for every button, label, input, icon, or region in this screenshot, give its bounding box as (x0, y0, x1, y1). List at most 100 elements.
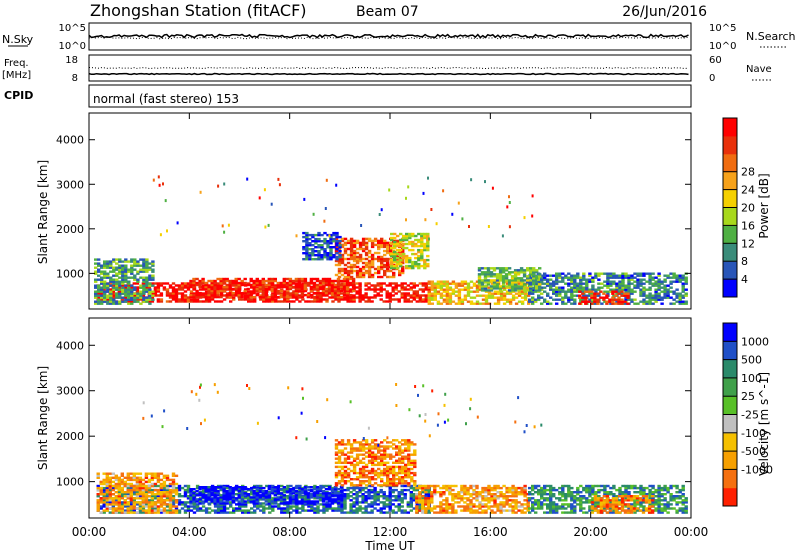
power-speck (407, 185, 410, 189)
power-cell (231, 283, 235, 287)
power-cell (346, 273, 351, 277)
power-speck (164, 199, 167, 203)
power-cell (148, 274, 152, 277)
power-cell (355, 259, 360, 263)
power-cell (323, 252, 327, 255)
power-cell (591, 298, 595, 301)
power-cell (417, 266, 421, 270)
power-cell (361, 298, 365, 301)
vel-cell (451, 511, 455, 514)
power-cell (681, 296, 685, 299)
power-cell (567, 298, 571, 301)
power-cell (490, 280, 495, 283)
power-cell (349, 251, 354, 255)
power-cell (570, 280, 574, 283)
power-cell (615, 288, 619, 291)
power-cell (617, 296, 621, 299)
power-cell (636, 274, 640, 277)
vel-cell (401, 471, 405, 475)
power-cell (383, 263, 387, 267)
vel-cell (303, 488, 308, 491)
power-cell (599, 290, 603, 293)
power-cell (306, 281, 311, 285)
power-cell (657, 292, 661, 295)
vel-cell (253, 505, 257, 508)
vel-cell (334, 451, 339, 454)
vel-cell (407, 473, 411, 477)
vel-cell (238, 509, 242, 512)
vel-cell (430, 499, 434, 502)
power-cell (675, 278, 679, 281)
power-cell (377, 271, 381, 275)
vel-cell (349, 463, 354, 467)
power-cell (495, 283, 500, 286)
power-cell (645, 288, 649, 291)
power-cell (346, 275, 351, 279)
power-cell (528, 298, 532, 301)
power-cell (177, 288, 182, 291)
power-cell (399, 258, 403, 262)
power-cell (537, 276, 541, 279)
vel-cell (427, 491, 431, 494)
power-cell (106, 302, 110, 305)
power-cell (401, 269, 405, 273)
power-cell (207, 284, 212, 287)
vel-cell (298, 511, 302, 514)
vel-cell (309, 500, 314, 503)
power-cell (308, 254, 312, 257)
power-cell (174, 298, 179, 301)
power-cbar-label: Power [dB] (757, 173, 771, 238)
vel-cell (373, 493, 377, 496)
power-cell (558, 286, 562, 289)
vel-cell (454, 511, 458, 514)
power-cell (609, 272, 613, 275)
power-cell (247, 298, 251, 301)
power-cell (681, 286, 685, 289)
power-cell (448, 288, 453, 291)
power-cell (630, 298, 634, 301)
vel-cell (406, 488, 410, 492)
vel-cell (331, 509, 335, 512)
vel-cell (466, 493, 470, 496)
power-cell (204, 281, 208, 285)
power-cell (249, 295, 253, 299)
power-cell (361, 239, 366, 243)
power-cell (109, 292, 113, 295)
power-cell (352, 263, 357, 267)
power-cell (97, 298, 101, 301)
vel-cell (343, 482, 348, 485)
power-cell (201, 279, 205, 283)
power-cell (540, 286, 544, 289)
power-cell (615, 284, 619, 287)
power-cell (222, 294, 227, 297)
power-cell (130, 258, 134, 261)
power-cell (386, 257, 390, 261)
vel-cell (210, 498, 214, 501)
power-cell (391, 294, 395, 297)
vel-cell (395, 447, 399, 450)
vel-cell (325, 509, 329, 512)
power-cell (393, 258, 397, 262)
power-cell (103, 282, 107, 285)
vel-cell (123, 505, 127, 508)
power-cell (420, 250, 424, 254)
power-cell (499, 296, 504, 299)
power-cell (145, 268, 149, 271)
power-cell (189, 281, 193, 285)
power-cell (261, 285, 265, 289)
vel-cell (361, 453, 366, 456)
power-cell (439, 294, 444, 297)
power-cell (329, 250, 333, 253)
vel-cell (340, 443, 345, 446)
power-cell (377, 247, 381, 251)
power-cell (361, 273, 366, 277)
power-cell (112, 300, 116, 303)
vel-cell (401, 482, 405, 485)
power-cell (408, 234, 412, 238)
power-cell (253, 300, 257, 303)
power-cell (139, 268, 143, 271)
power-cell (126, 284, 130, 287)
power-cell (313, 300, 317, 303)
power-cell (466, 294, 471, 297)
